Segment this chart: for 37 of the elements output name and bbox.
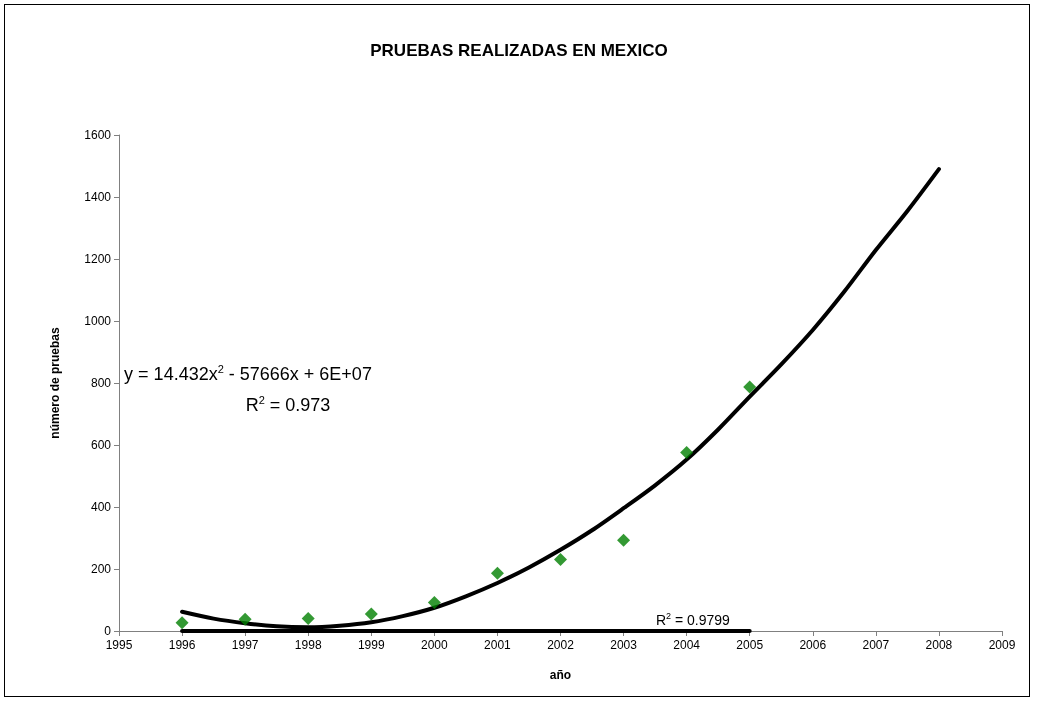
x-tick-label: 1999 — [357, 638, 385, 652]
x-tick-label: 1996 — [168, 638, 196, 652]
point — [427, 595, 441, 609]
x-tick-label: 2006 — [799, 638, 827, 652]
x-tick-label: 2002 — [547, 638, 575, 652]
chart-title: PRUEBAS REALIZADAS EN MEXICO — [370, 41, 668, 60]
x-axis-title: año — [549, 668, 572, 682]
y-tick-label: 1000 — [84, 314, 112, 328]
y-tick-label: 1400 — [84, 190, 112, 204]
y-tick-label: 600 — [90, 438, 112, 452]
y-tick-label: 200 — [90, 562, 112, 576]
y-tick-label: 1600 — [84, 128, 112, 142]
y-axis-title: número de pruebas — [48, 327, 62, 439]
point — [554, 552, 567, 566]
x-tick-label: 2003 — [610, 638, 638, 652]
y-tick-label: 0 — [104, 624, 112, 638]
x-tick-label: 2004 — [673, 638, 701, 652]
point — [490, 566, 504, 580]
point — [617, 533, 631, 547]
x-tick-label: 2000 — [421, 638, 449, 652]
y-tick-label: 1200 — [84, 252, 112, 266]
x-tick-label: 1997 — [231, 638, 259, 652]
x-tick-label: 2005 — [736, 638, 764, 652]
x-tick-label: 2009 — [988, 638, 1016, 652]
point — [364, 607, 378, 621]
point — [301, 612, 315, 626]
y-tick-label: 800 — [90, 376, 112, 390]
x-tick-label: 1998 — [294, 638, 322, 652]
point — [238, 612, 252, 626]
point — [175, 616, 189, 630]
x-tick-label: 2008 — [925, 638, 953, 652]
x-tick-label: 1995 — [105, 638, 133, 652]
point — [743, 380, 757, 394]
point — [680, 445, 694, 459]
x-tick-label: 2007 — [862, 638, 890, 652]
x-tick-label: 2001 — [484, 638, 512, 652]
y-tick-label: 400 — [90, 500, 112, 514]
